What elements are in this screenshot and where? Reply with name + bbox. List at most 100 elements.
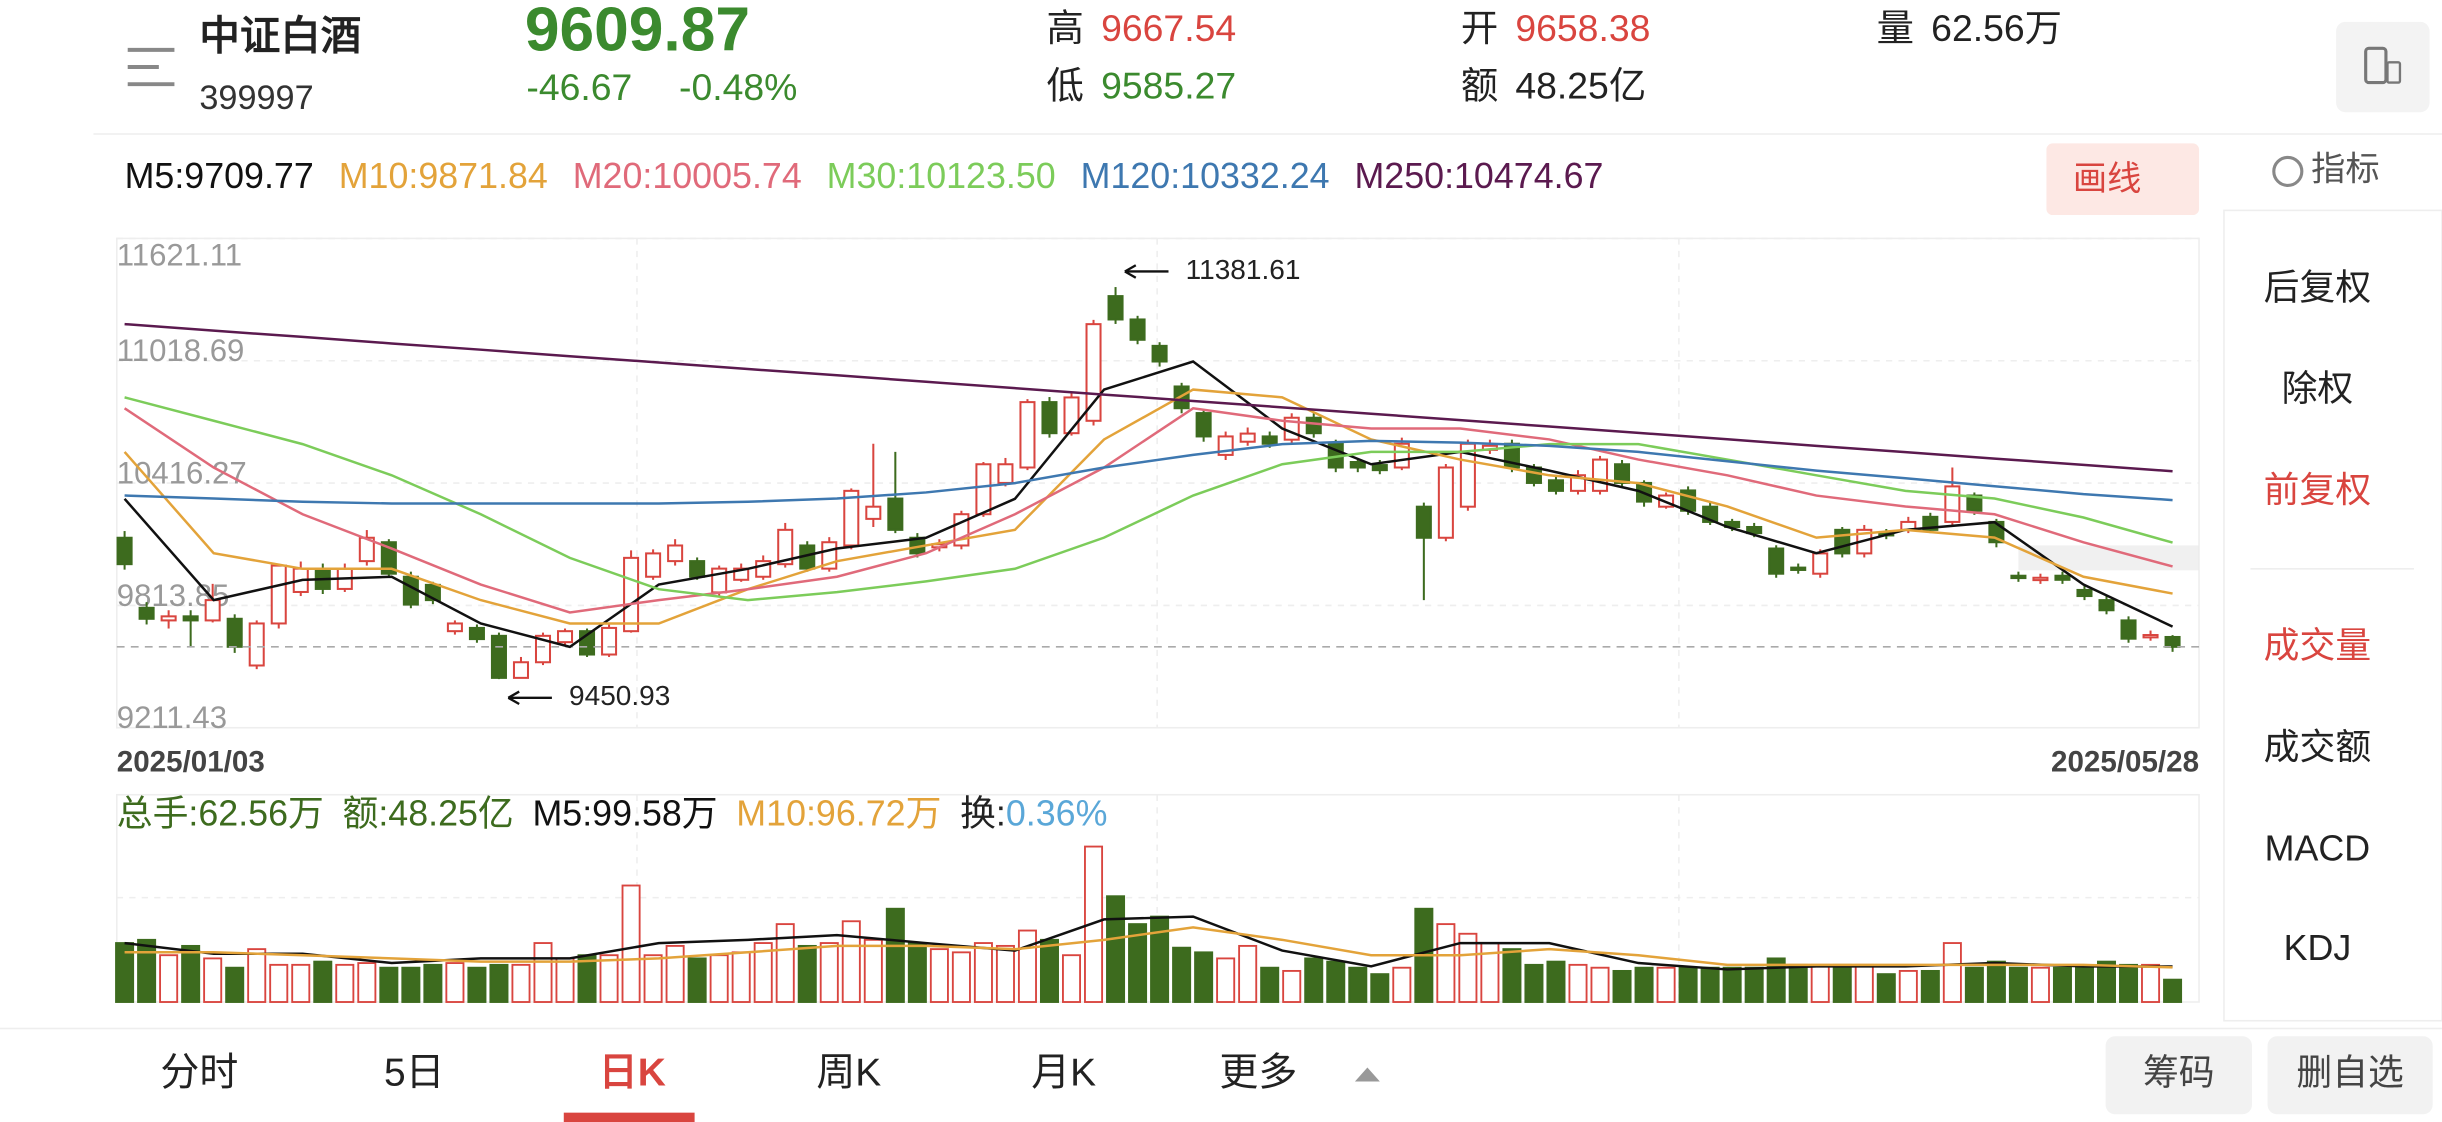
volume-bar bbox=[555, 957, 575, 1003]
candle-body bbox=[1812, 552, 1829, 575]
annotation-arrowhead bbox=[1124, 264, 1137, 279]
side-menu-item[interactable]: MACD bbox=[2265, 828, 2370, 868]
low-label: 低 bbox=[1047, 65, 1084, 107]
volume-bar bbox=[2030, 966, 2050, 1003]
date-label: 2025/01/03 bbox=[117, 745, 265, 778]
stock-code: 399997 bbox=[199, 79, 313, 117]
candle-body bbox=[1415, 505, 1432, 539]
candle-body bbox=[1437, 466, 1454, 539]
candle-body bbox=[1944, 485, 1961, 523]
side-menu-item[interactable]: 成交额 bbox=[2264, 727, 2371, 767]
candle-body bbox=[1085, 323, 1102, 422]
candle-body bbox=[1966, 494, 1983, 512]
volume-bar bbox=[1810, 963, 1830, 1003]
side-menu-item[interactable]: 前复权 bbox=[2264, 470, 2371, 510]
volume-bar bbox=[951, 951, 971, 1003]
volume-bar bbox=[2163, 978, 2183, 1003]
more-arrow[interactable] bbox=[1354, 1067, 1380, 1082]
side-menu-item[interactable]: KDJ bbox=[2284, 928, 2352, 968]
side-menu-item[interactable]: 除权 bbox=[2282, 369, 2354, 409]
ma-line bbox=[124, 915, 2173, 971]
menu-icon[interactable] bbox=[127, 47, 175, 87]
volume-bar bbox=[1920, 969, 1940, 1003]
volume-bar bbox=[467, 966, 487, 1003]
high-value: 9667.54 bbox=[1101, 7, 1236, 49]
volume-bar bbox=[863, 938, 883, 1003]
draw-button-text: 画线 bbox=[2073, 160, 2142, 198]
volume-bar bbox=[1832, 963, 1852, 1003]
ma-legend-item: M30:10123.50 bbox=[827, 157, 1056, 197]
volume-bar bbox=[2119, 963, 2139, 1003]
candle-body bbox=[160, 615, 177, 622]
candle-body bbox=[2098, 599, 2115, 612]
volume-bar bbox=[1017, 929, 1037, 1003]
price: 9609.87 bbox=[525, 0, 750, 65]
candle-body bbox=[645, 552, 662, 578]
volume-bar bbox=[1194, 951, 1214, 1003]
volume-bar bbox=[1348, 966, 1368, 1003]
volume-bar bbox=[1128, 923, 1148, 1003]
candle-body bbox=[1614, 463, 1631, 484]
draw-button[interactable]: 画线 bbox=[2046, 143, 2200, 216]
candle-body bbox=[1790, 566, 1807, 571]
candle-body bbox=[1151, 344, 1168, 363]
volume-bar bbox=[1304, 957, 1324, 1003]
indicator-button[interactable]: 指标 bbox=[2272, 150, 2380, 188]
candle-body bbox=[1724, 520, 1741, 529]
candle-body bbox=[2076, 588, 2093, 598]
tab[interactable]: 更多 bbox=[1219, 1052, 1297, 1095]
button-text[interactable]: 筹码 bbox=[2143, 1053, 2215, 1093]
candle-body bbox=[534, 634, 552, 664]
volume-bar bbox=[929, 948, 949, 1003]
side-menu-item[interactable]: 后复权 bbox=[2264, 267, 2371, 307]
bottom-buttons: 筹码 删自选 bbox=[2105, 1036, 2433, 1115]
tab-underline bbox=[563, 1112, 695, 1122]
ma-line bbox=[124, 439, 2173, 505]
tab[interactable]: 日K bbox=[599, 1052, 666, 1095]
volume-bar bbox=[753, 942, 773, 1003]
tab[interactable]: 月K bbox=[1031, 1052, 1096, 1095]
annotation-arrowhead bbox=[507, 690, 520, 706]
candle-body bbox=[182, 615, 199, 622]
candle-body bbox=[667, 544, 684, 563]
volume-bar bbox=[2141, 963, 2161, 1003]
candle-body bbox=[1746, 525, 1763, 535]
button-bg[interactable] bbox=[2267, 1036, 2433, 1115]
candle-body bbox=[116, 536, 133, 566]
candle-body bbox=[865, 505, 882, 520]
candle-body bbox=[975, 463, 992, 516]
y-tick-label: 10416.27 bbox=[117, 456, 247, 491]
button-bg[interactable] bbox=[2105, 1036, 2252, 1115]
tab[interactable]: 分时 bbox=[160, 1052, 238, 1095]
ma-line bbox=[124, 926, 2173, 969]
tab[interactable]: 周K bbox=[816, 1052, 881, 1095]
volume-bar bbox=[665, 944, 685, 1003]
volume-bar bbox=[797, 944, 817, 1003]
ma-line bbox=[123, 388, 2173, 625]
volume-bar bbox=[313, 960, 333, 1003]
stock-name: 中证白酒 bbox=[199, 13, 361, 59]
candle-body bbox=[843, 489, 860, 547]
candle-body bbox=[2120, 619, 2137, 640]
side-menu-item[interactable]: 成交量 bbox=[2264, 626, 2371, 666]
tab[interactable]: 5日 bbox=[384, 1052, 445, 1095]
volume-bar bbox=[1062, 954, 1082, 1003]
volume-bar bbox=[599, 954, 619, 1003]
landscape-button[interactable] bbox=[2336, 21, 2430, 113]
candle-body bbox=[556, 630, 574, 644]
candle-body bbox=[2164, 635, 2181, 648]
volume-bar bbox=[1942, 942, 1962, 1003]
volume-bar bbox=[1260, 966, 1280, 1003]
ma-legend: M5:9709.77 M10:9871.84 M20:10005.74 M30:101… bbox=[125, 157, 1604, 197]
candle-body bbox=[490, 634, 507, 679]
volume-bar bbox=[1986, 960, 2006, 1003]
volume-bar bbox=[1392, 966, 1412, 1003]
button-text[interactable]: 删自选 bbox=[2296, 1053, 2403, 1093]
volume-bar bbox=[1150, 915, 1170, 1003]
volume-bar bbox=[401, 966, 421, 1003]
volume-bar bbox=[1964, 966, 1984, 1003]
tab-bar: 分时 5日 日K 周K 月K 更多 bbox=[160, 1052, 1297, 1095]
